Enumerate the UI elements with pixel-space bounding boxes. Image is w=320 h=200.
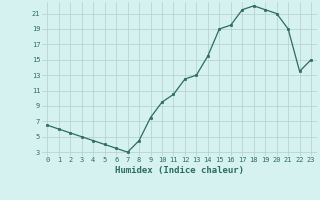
X-axis label: Humidex (Indice chaleur): Humidex (Indice chaleur) (115, 166, 244, 175)
